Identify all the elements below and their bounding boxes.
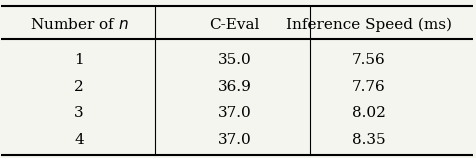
Text: 3: 3 [74,106,84,120]
Text: 37.0: 37.0 [218,106,252,120]
Text: Inference Speed (ms): Inference Speed (ms) [286,18,452,32]
Text: Number of $n$: Number of $n$ [30,17,129,32]
Text: C-Eval: C-Eval [209,18,260,32]
Text: 8.35: 8.35 [352,133,386,146]
Text: 8.02: 8.02 [352,106,386,120]
Text: 4: 4 [74,133,84,146]
Text: 7.56: 7.56 [352,53,386,67]
Text: 36.9: 36.9 [218,80,252,94]
Text: 7.76: 7.76 [352,80,386,94]
Text: 1: 1 [74,53,84,67]
Text: 2: 2 [74,80,84,94]
Text: 35.0: 35.0 [218,53,252,67]
Text: 37.0: 37.0 [218,133,252,146]
